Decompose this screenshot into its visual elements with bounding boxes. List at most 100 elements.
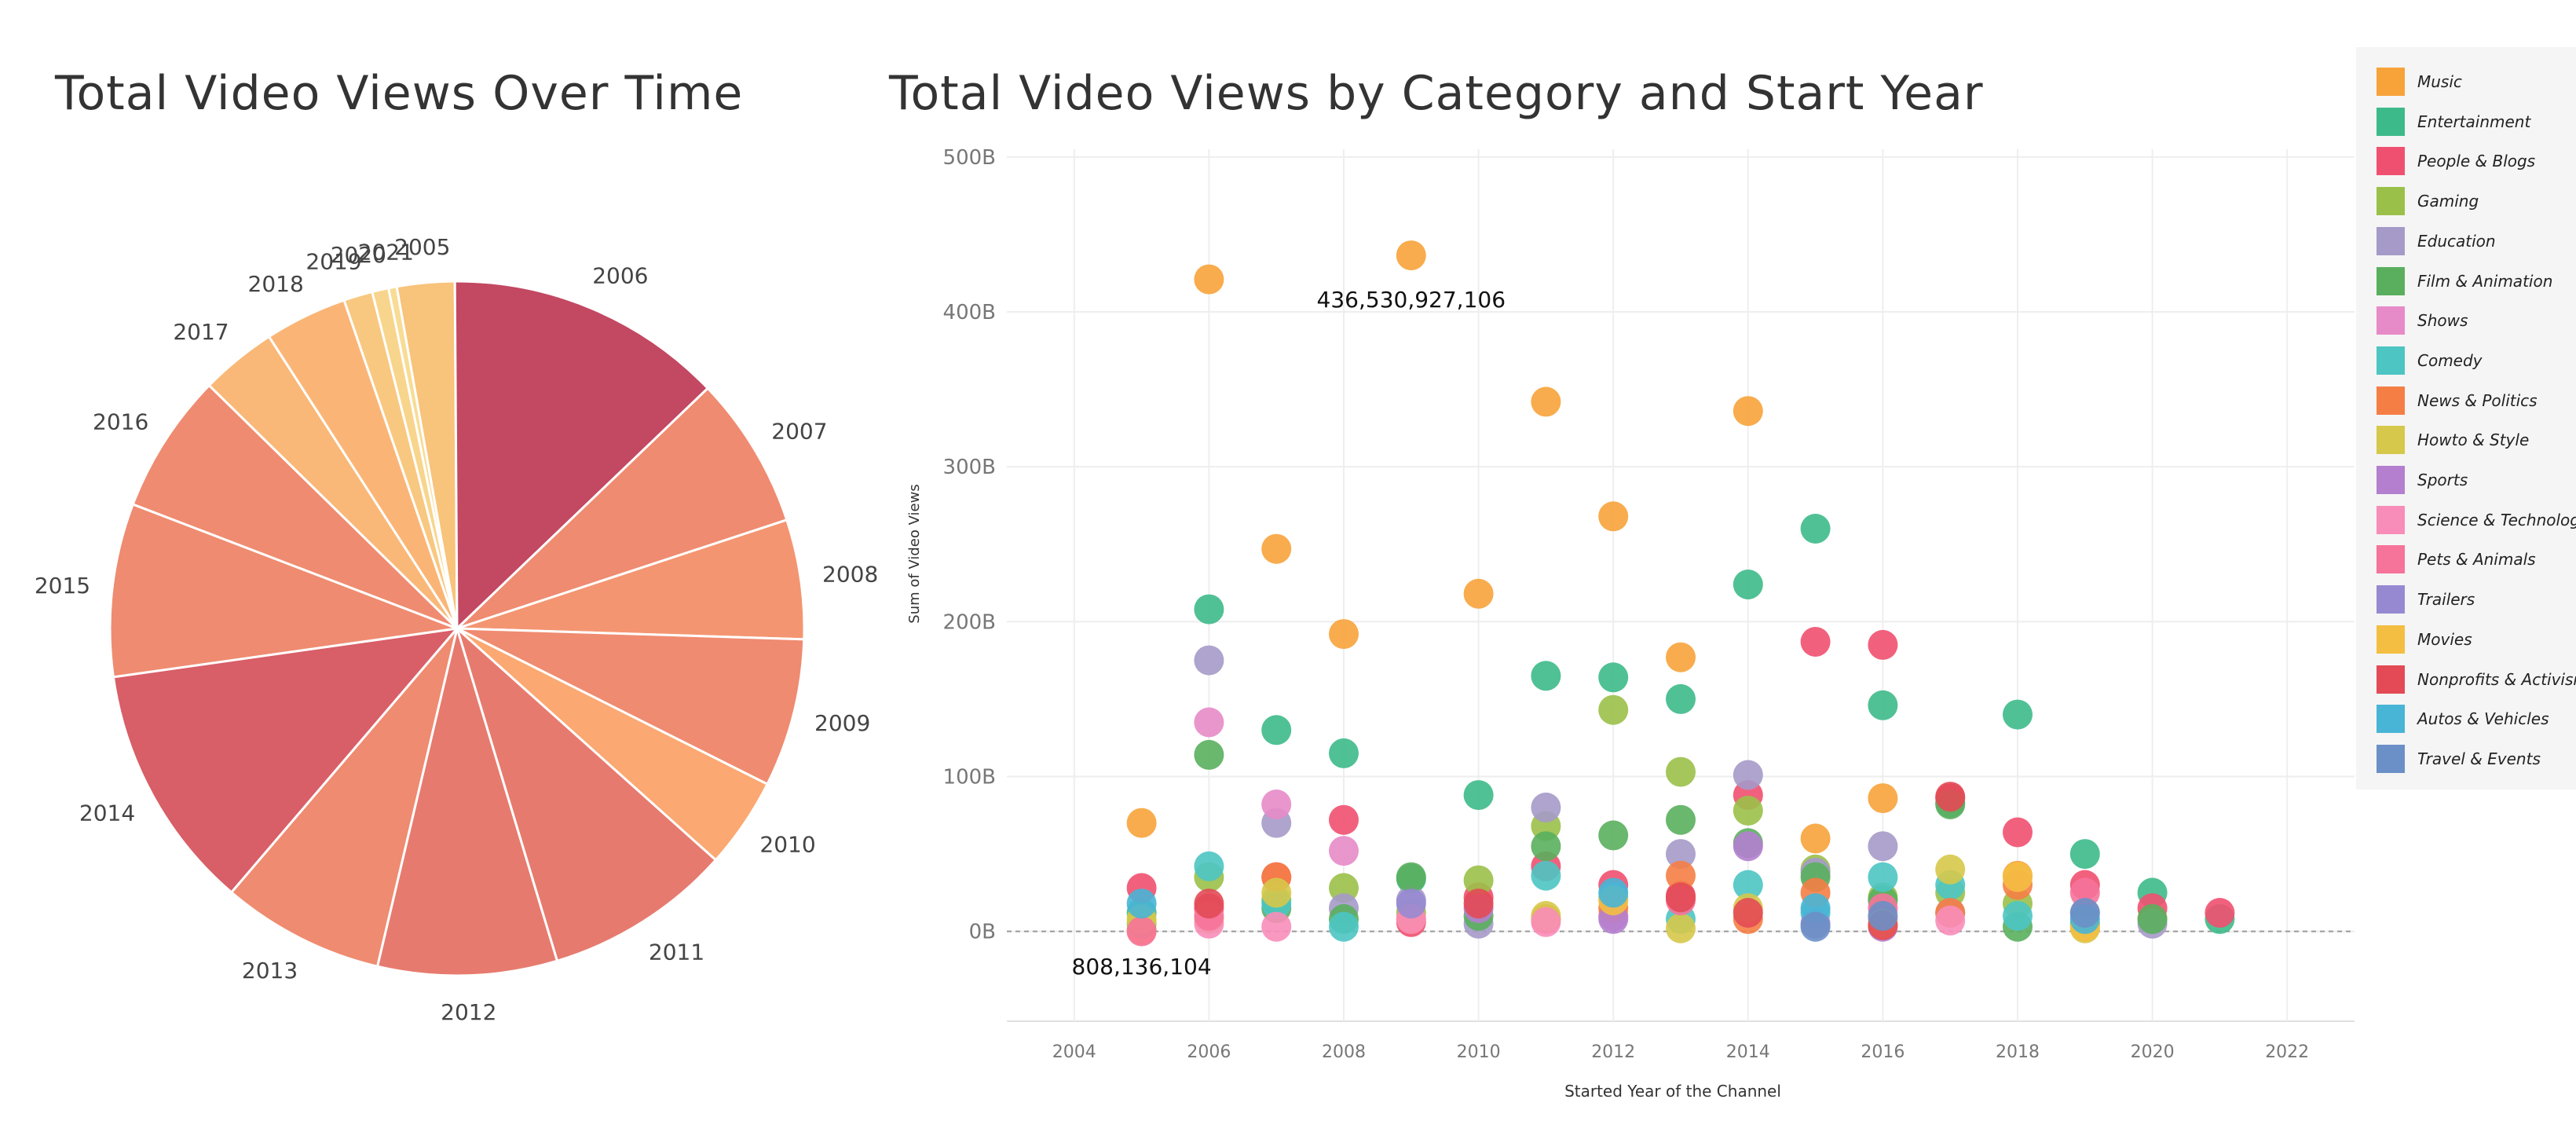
scatter-point-news-politics[interactable] [1666,860,1696,891]
scatter-point-entertainment[interactable] [1666,683,1696,714]
scatter-point-entertainment[interactable] [1733,570,1763,599]
scatter-point-comedy[interactable] [2003,900,2033,931]
scatter-point-nonprofits-activism[interactable] [1194,888,1224,919]
scatter-point-music[interactable] [1800,823,1831,854]
legend-item-film-animation[interactable]: Film & Animation [2377,266,2552,297]
scatter-point-education[interactable] [1733,760,1763,790]
legend-item-news-politics[interactable]: News & Politics [2377,385,2538,416]
scatter-point-film-animation[interactable] [1194,739,1224,770]
scatter-point-film-animation[interactable] [1531,831,1561,862]
scatter-point-film-animation[interactable] [1666,804,1696,835]
pie-slice-2012[interactable] [375,624,559,977]
scatter-point-music[interactable] [1194,264,1224,295]
scatter-point-movies[interactable] [2003,862,2033,892]
scatter-point-entertainment[interactable] [1531,661,1561,691]
scatter-point-nonprofits-activism[interactable] [1666,882,1696,913]
scatter-point-film-animation[interactable] [1396,862,1426,892]
legend-item-science-technology[interactable]: Science & Technology [2377,504,2576,536]
scatter-point-sports[interactable] [1733,831,1763,862]
legend-item-howto-style[interactable]: Howto & Style [2377,424,2529,456]
scatter-point-howto-style[interactable] [1666,913,1696,943]
scatter-point-shows[interactable] [1194,707,1224,738]
legend-item-trailers[interactable]: Trailers [2377,584,2475,615]
pie-slice-2016[interactable] [131,383,459,630]
legend-item-pets-animals[interactable]: Pets & Animals [2377,544,2536,575]
scatter-point-entertainment[interactable] [1598,662,1629,693]
pie-slice-2011[interactable] [455,625,718,963]
legend-item-music[interactable]: Music [2377,66,2462,97]
scatter-point-nonprofits-activism[interactable] [1935,782,1966,812]
scatter-point-howto-style[interactable] [1935,854,1966,885]
scatter-point-entertainment[interactable] [1329,738,1359,768]
scatter-point-entertainment[interactable] [1261,715,1292,746]
scatter-point-music[interactable] [1666,642,1696,672]
scatter-point-autos-vehicles[interactable] [1598,877,1629,908]
scatter-point-comedy[interactable] [1329,911,1359,942]
pie-slice-2007[interactable] [456,386,789,630]
scatter-point-entertainment[interactable] [1463,780,1494,811]
scatter-point-comedy[interactable] [1194,851,1224,881]
pie-slice-2021[interactable] [386,285,459,629]
scatter-point-people-blogs[interactable] [1868,629,1898,660]
legend-item-nonprofits-activism[interactable]: Nonprofits & Activism [2377,664,2576,695]
scatter-point-music[interactable] [1531,386,1561,417]
scatter-point-comedy[interactable] [1868,862,1898,892]
scatter-point-shows[interactable] [1329,836,1359,866]
scatter-point-entertainment[interactable] [1868,690,1898,720]
scatter-point-music[interactable] [1261,533,1292,564]
scatter-point-music[interactable] [1126,808,1157,838]
scatter-point-music[interactable] [1868,783,1898,814]
legend-item-people-blogs[interactable]: People & Blogs [2377,145,2535,177]
scatter-point-education[interactable] [1868,831,1898,862]
scatter-point-comedy[interactable] [1531,860,1561,891]
pie-slice-2008[interactable] [456,518,806,641]
scatter-point-entertainment[interactable] [2003,699,2033,730]
scatter-point-shows[interactable] [1261,789,1292,819]
scatter-point-howto-style[interactable] [1261,877,1292,908]
scatter-point-travel-events[interactable] [1868,900,1898,931]
scatter-point-education[interactable] [1531,792,1561,822]
scatter-point-science-technology[interactable] [1935,905,1966,936]
scatter-point-film-animation[interactable] [2137,903,2168,934]
scatter-point-film-animation[interactable] [1598,820,1629,851]
scatter-point-music[interactable] [1733,396,1763,427]
scatter-point-music[interactable] [1329,619,1359,650]
scatter-point-people-blogs[interactable] [1329,804,1359,835]
legend-item-travel-events[interactable]: Travel & Events [2377,743,2541,775]
legend-item-movies[interactable]: Movies [2377,624,2472,655]
scatter-point-people-blogs[interactable] [1800,627,1831,657]
scatter-point-nonprofits-activism[interactable] [1463,888,1494,919]
scatter-point-music[interactable] [1463,578,1494,609]
scatter-point-people-blogs[interactable] [2205,898,2235,928]
scatter-point-comedy[interactable] [1733,870,1763,900]
legend-item-education[interactable]: Education [2377,225,2496,257]
scatter-point-travel-events[interactable] [2069,898,2100,928]
scatter-point-education[interactable] [1666,839,1696,870]
scatter-point-gaming[interactable] [1463,865,1494,896]
scatter-point-trailers[interactable] [1396,888,1426,919]
scatter-point-music[interactable] [1396,240,1426,271]
scatter-point-education[interactable] [1194,645,1224,676]
scatter-point-gaming[interactable] [1733,795,1763,826]
scatter-point-science-technology[interactable] [1261,911,1292,942]
scatter-point-people-blogs[interactable] [2003,817,2033,848]
scatter-point-entertainment[interactable] [2069,839,2100,870]
scatter-point-music[interactable] [1598,501,1629,532]
scatter-point-travel-events[interactable] [1800,911,1831,942]
scatter-point-gaming[interactable] [1598,694,1629,725]
legend-item-sports[interactable]: Sports [2377,464,2468,496]
legend-item-shows[interactable]: Shows [2377,305,2468,336]
legend-item-comedy[interactable]: Comedy [2377,345,2483,376]
legend-item-autos-vehicles[interactable]: Autos & Vehicles [2377,703,2549,735]
scatter-point-pets-animals[interactable] [1126,916,1157,947]
scatter-point-entertainment[interactable] [1194,594,1224,625]
scatter-point-entertainment[interactable] [1800,514,1831,544]
legend-item-entertainment[interactable]: Entertainment [2377,106,2530,137]
scatter-point-autos-vehicles[interactable] [1126,888,1157,919]
scatter-point-gaming[interactable] [1666,757,1696,787]
pie-slice-2013[interactable] [229,628,459,969]
scatter-point-science-technology[interactable] [1531,907,1561,937]
pie-slice-2006[interactable] [453,280,710,632]
pie-slice-2014[interactable] [112,626,460,895]
scatter-point-nonprofits-activism[interactable] [1733,898,1763,928]
